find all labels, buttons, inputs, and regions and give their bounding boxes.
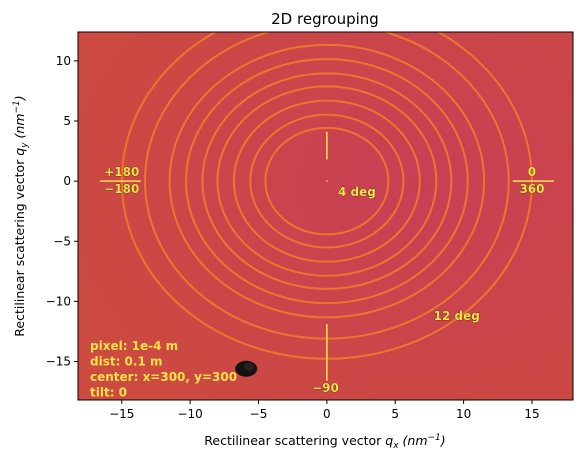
x-tick-label: −5 — [250, 407, 268, 421]
x-axis-label: Rectilinear scattering vector qx (nm−1) — [204, 433, 445, 451]
info-line-1: dist: 0.1 m — [90, 355, 163, 369]
ring-4 — [216, 85, 438, 277]
annotation-4: 4 deg — [338, 185, 376, 199]
x-tick-label: 0 — [323, 407, 331, 421]
ring-1 — [264, 126, 390, 236]
angle-markers — [99, 131, 554, 381]
y-tick-label: −5 — [53, 234, 71, 248]
chart-title: 2D regrouping — [271, 10, 379, 28]
x-tick-label: 5 — [391, 407, 399, 421]
annotation-3: 360 — [519, 182, 544, 196]
x-axis: −15 −10 −5 0 5 10 15 — [109, 400, 540, 421]
x-tick-label: 10 — [456, 407, 471, 421]
y-axis-label: Rectilinear scattering vector qy (nm−1) — [12, 95, 30, 336]
annotation-5: 12 deg — [434, 309, 480, 323]
y-tick-label: −15 — [46, 355, 71, 369]
ring-7 — [168, 43, 486, 319]
info-line-3: tilt: 0 — [90, 386, 127, 400]
plot-frame — [77, 31, 574, 401]
center-dot — [326, 180, 328, 182]
info-line-0: pixel: 1e-4 m — [90, 339, 178, 353]
ring-5 — [201, 72, 453, 290]
annotation-0: +180 — [104, 165, 139, 179]
y-tick-label: 10 — [56, 54, 71, 68]
x-tick-label: −15 — [109, 407, 134, 421]
x-tick-label: −10 — [177, 407, 202, 421]
y-tick-label: −10 — [46, 294, 71, 308]
ring-3 — [232, 99, 421, 263]
y-axis: −15 −10 −5 0 5 10 — [46, 54, 78, 369]
annotation-6: −90 — [312, 381, 339, 395]
info-line-2: center: x=300, y=300 — [90, 370, 237, 384]
ring-6 — [185, 58, 469, 305]
annotation-2: 0 — [528, 165, 536, 179]
annotation-1: −180 — [104, 182, 139, 196]
y-tick-label: 0 — [63, 174, 71, 188]
ring-2 — [249, 113, 405, 249]
y-tick-label: 5 — [63, 114, 71, 128]
x-tick-label: 15 — [524, 407, 539, 421]
beamstop-core — [244, 362, 255, 371]
annotations: +180 −180 0 360 4 deg 12 deg −90 — [104, 165, 545, 395]
